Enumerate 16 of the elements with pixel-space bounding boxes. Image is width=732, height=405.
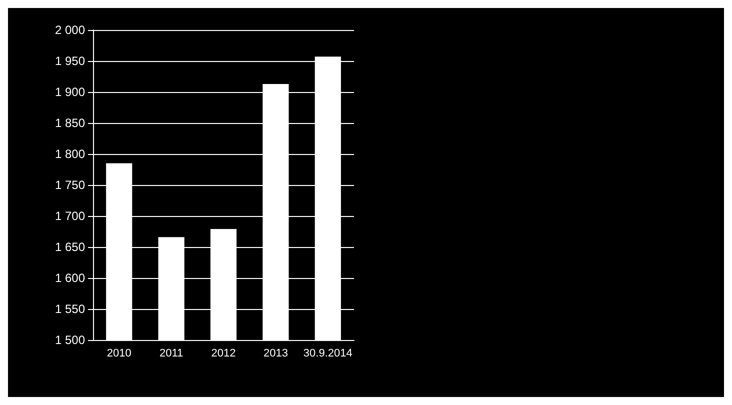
- y-tick-label: 1 750: [54, 178, 86, 192]
- y-tick-label: 1 800: [54, 147, 86, 161]
- x-tick-label: 30.9.2014: [303, 348, 352, 360]
- y-tick-label: 1 950: [54, 54, 86, 68]
- y-tick-label: 2 000: [54, 23, 86, 37]
- x-tick-label: 2012: [211, 348, 236, 360]
- y-tick-label: 1 600: [54, 271, 86, 285]
- y-tick-label: 1 650: [54, 240, 86, 254]
- x-tick-label: 2013: [263, 348, 288, 360]
- y-tick-label: 1 700: [54, 209, 86, 223]
- x-tick-label: 2011: [159, 348, 184, 360]
- y-tick-label: 1 500: [54, 333, 86, 347]
- y-tick-label: 1 550: [54, 302, 86, 316]
- y-tick-label: 1 900: [54, 85, 86, 99]
- x-tick-label: 2010: [106, 348, 132, 360]
- y-tick-label: 1 850: [54, 116, 86, 130]
